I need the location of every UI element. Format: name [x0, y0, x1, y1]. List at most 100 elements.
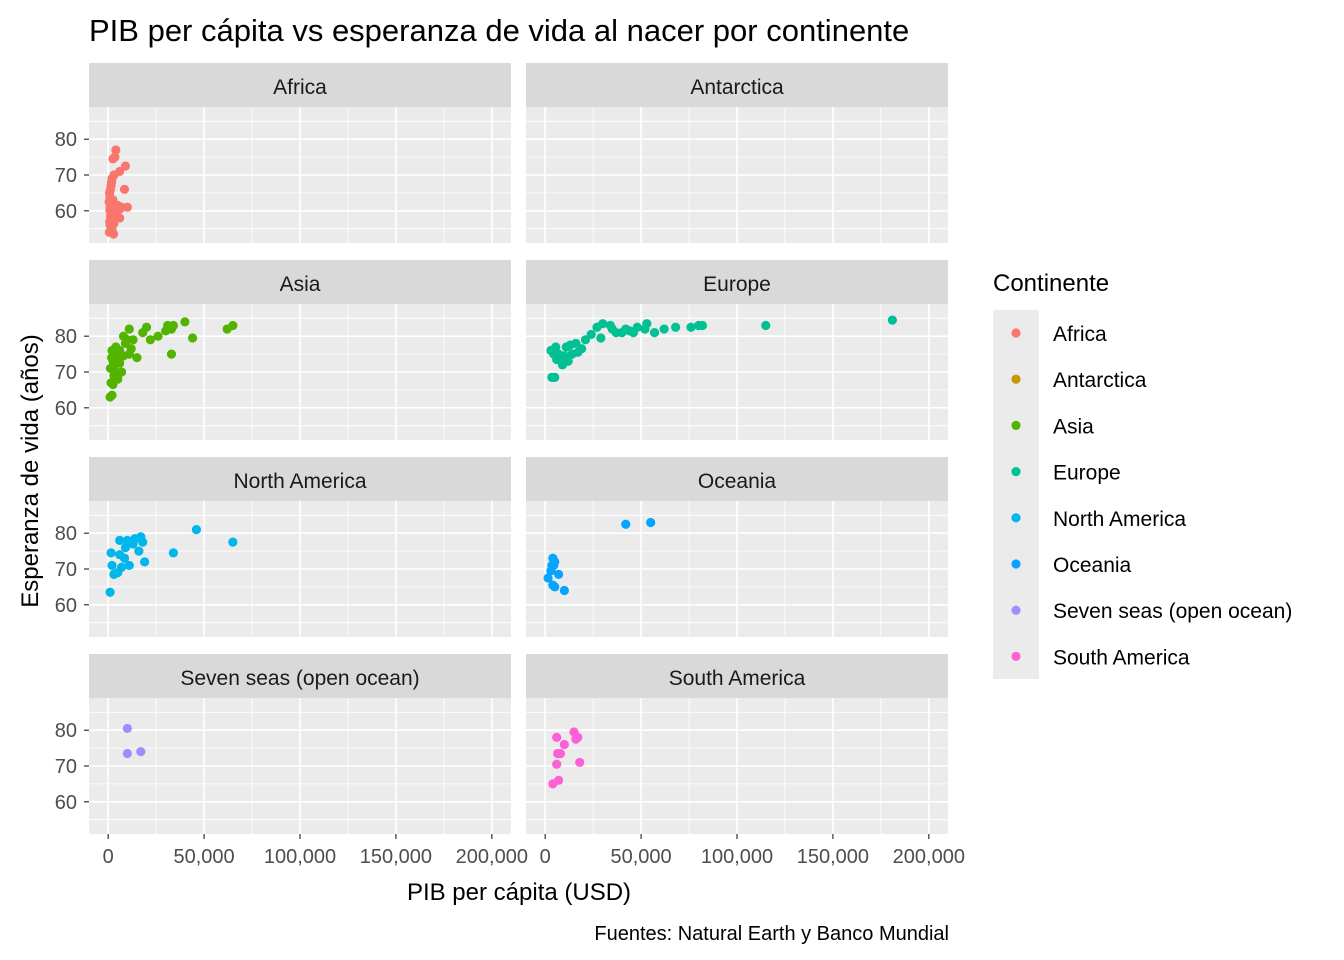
facet-strip	[526, 457, 948, 501]
data-point	[605, 320, 616, 331]
y-tick-label: 70	[55, 559, 77, 581]
legend-key	[1011, 374, 1021, 384]
data-point	[141, 322, 152, 332]
data-point	[575, 757, 585, 768]
legend-key-background	[993, 310, 1039, 679]
data-point	[119, 184, 130, 194]
data-point	[108, 154, 118, 164]
facet-strip-label: Seven seas (open ocean)	[180, 667, 419, 690]
data-point	[122, 535, 132, 545]
data-point	[140, 557, 150, 567]
data-point	[105, 392, 115, 402]
data-point	[632, 322, 642, 332]
data-point	[228, 320, 238, 331]
legend-title: Continente	[993, 270, 1109, 297]
data-point	[548, 580, 558, 590]
legend-item-africa: Africa	[1011, 323, 1107, 346]
legend-label: Antarctica	[1053, 369, 1147, 392]
x-tick-label: 50,000	[174, 846, 235, 868]
facet-strip	[89, 260, 511, 304]
data-point	[180, 317, 190, 327]
data-point	[118, 331, 129, 341]
legend-item-oceania: Oceania	[1011, 554, 1132, 577]
data-point	[596, 333, 606, 343]
data-point	[649, 328, 660, 338]
data-point	[117, 562, 127, 572]
data-point	[124, 560, 134, 571]
facet-strip-label: Antarctica	[690, 76, 784, 99]
facet-strip-label: Asia	[280, 273, 321, 296]
facet-strip	[89, 654, 511, 698]
data-point	[166, 349, 177, 359]
data-point	[128, 335, 138, 345]
data-point	[145, 335, 155, 345]
data-point	[153, 331, 163, 341]
data-point	[108, 229, 119, 239]
data-point	[559, 585, 569, 596]
data-point	[122, 723, 132, 734]
data-point	[136, 747, 146, 757]
legend-key	[1011, 328, 1021, 338]
legend-label: Seven seas (open ocean)	[1053, 600, 1292, 623]
facet-strip-label: Africa	[273, 76, 327, 99]
data-point	[134, 546, 144, 556]
x-tick-label: 0	[540, 846, 551, 868]
x-tick-label: 200,000	[893, 846, 965, 868]
data-point	[571, 338, 581, 348]
legend-label: South America	[1053, 646, 1190, 669]
legend-key	[1011, 651, 1021, 662]
data-point	[105, 587, 115, 597]
data-point	[552, 759, 562, 769]
facet-panels: Africa Antarctica Asia Europe North America O…	[89, 63, 948, 834]
facet-europe: Europe	[526, 260, 948, 440]
legend-key	[1011, 559, 1021, 569]
legend-label: Europe	[1053, 462, 1121, 485]
y-tick-label: 60	[55, 398, 77, 420]
data-point	[621, 324, 631, 334]
legend-label: Asia	[1053, 415, 1094, 438]
x-tick-label: 150,000	[360, 846, 432, 868]
y-tick-label: 80	[55, 326, 77, 348]
data-point	[551, 342, 561, 352]
facet-strip	[526, 63, 948, 107]
legend-item-europe: Europe	[1011, 462, 1121, 485]
legend-item-north-america: North America	[1011, 508, 1186, 531]
data-point	[136, 532, 146, 542]
data-point	[642, 319, 652, 329]
legend-label: Africa	[1053, 323, 1107, 346]
facet-strip-label: North America	[233, 470, 366, 493]
data-point	[111, 145, 121, 155]
legend-key	[1011, 467, 1021, 477]
data-point	[598, 319, 608, 329]
facet-strip	[89, 63, 511, 107]
data-point	[559, 739, 569, 750]
data-point	[887, 315, 897, 325]
facet-strip	[526, 260, 948, 304]
data-point	[671, 322, 681, 332]
facet-seven-seas-open-ocean: Seven seas (open ocean)	[89, 654, 511, 834]
legend-key	[1011, 513, 1021, 523]
data-point	[580, 335, 591, 345]
data-point	[646, 517, 656, 528]
data-point	[168, 548, 178, 558]
data-point	[124, 324, 134, 334]
x-tick-label: 200,000	[456, 846, 528, 868]
data-point	[761, 320, 771, 331]
facet-oceania: Oceania	[526, 457, 948, 637]
y-tick-label: 60	[55, 201, 77, 223]
y-tick-label: 60	[55, 792, 77, 814]
data-point	[697, 320, 708, 331]
data-point	[111, 342, 121, 352]
facet-strip-label: Oceania	[698, 470, 777, 493]
data-point	[554, 569, 564, 579]
facet-strip	[526, 654, 948, 698]
data-point	[122, 748, 132, 759]
data-point	[115, 204, 125, 214]
data-point	[132, 353, 142, 363]
data-point	[659, 324, 669, 334]
legend-key	[1011, 605, 1021, 615]
x-tick-label: 100,000	[701, 846, 773, 868]
data-point	[554, 775, 564, 785]
data-point	[122, 202, 132, 212]
